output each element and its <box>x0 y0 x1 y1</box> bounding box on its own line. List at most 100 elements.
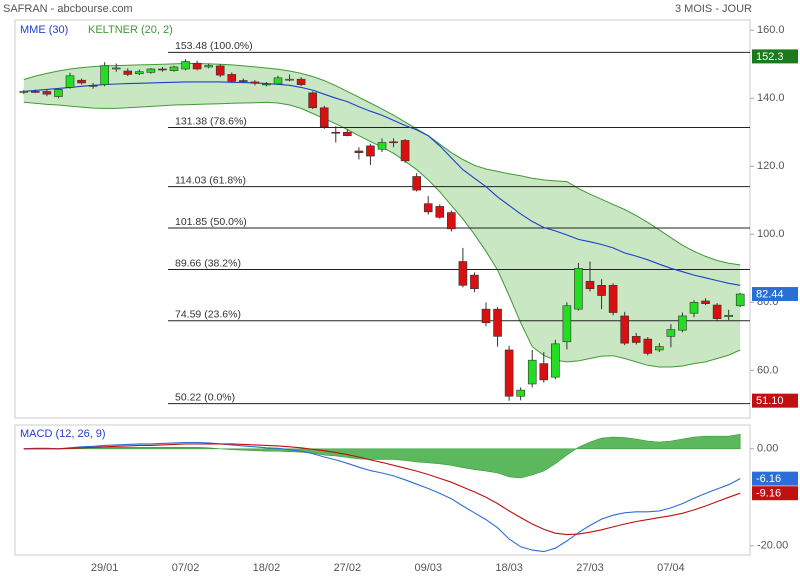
candle-body <box>620 315 629 344</box>
candle-body <box>111 67 121 70</box>
price-tag: 51.10 <box>756 395 784 407</box>
macd-line <box>23 441 741 553</box>
candle-body <box>215 65 225 76</box>
candle-body <box>181 61 190 70</box>
x-tick-label: 09/03 <box>414 562 442 574</box>
candle-body <box>412 176 421 191</box>
macd-title: MACD (12, 26, 9) <box>20 428 106 440</box>
y-tick-label: 100.0 <box>757 228 785 240</box>
candle-body <box>227 74 237 82</box>
candle-body <box>100 65 109 85</box>
candle-body <box>597 285 606 296</box>
candle-body <box>516 389 525 397</box>
candle-body <box>527 359 537 385</box>
candle-body <box>319 107 329 128</box>
price-tag: -6.16 <box>756 473 781 485</box>
x-tick-label: 27/02 <box>334 562 362 574</box>
fib-label: 114.03 (61.8%) <box>175 174 246 186</box>
price-tag-box <box>752 287 798 302</box>
keltner-fill <box>23 63 741 367</box>
chart-subtitle: 3 MOIS - JOUR <box>675 3 752 15</box>
price-tag-box <box>752 393 798 408</box>
candle-body <box>551 343 560 378</box>
price-tag: -9.16 <box>756 488 781 500</box>
candle-body <box>204 65 213 68</box>
candle-body <box>447 212 456 230</box>
y-tick-label: 120.0 <box>757 160 785 172</box>
candle-body <box>135 71 144 75</box>
macd-panel <box>14 424 751 556</box>
x-tick-label: 18/03 <box>495 562 523 574</box>
fib-label: 89.66 (38.2%) <box>175 257 241 269</box>
candle-body <box>666 329 676 337</box>
candle-body <box>19 91 29 93</box>
macd-histogram <box>23 433 741 479</box>
candle-body <box>250 81 260 84</box>
x-tick-label: 18/02 <box>253 562 281 574</box>
candle-body <box>354 150 364 153</box>
candle-body <box>608 285 618 313</box>
fib-label: 50.22 (0.0%) <box>175 391 235 403</box>
candle-body <box>239 80 248 82</box>
mme-line <box>23 81 741 286</box>
candle-body <box>285 78 294 81</box>
candle-body <box>655 346 664 351</box>
macd-line <box>23 443 741 536</box>
x-tick-label: 29/01 <box>91 562 119 574</box>
candle-body <box>192 62 202 70</box>
price-panel <box>14 19 751 419</box>
y-tick-label: 140.0 <box>757 92 785 104</box>
candle-body <box>724 314 733 317</box>
candle-body <box>169 66 179 71</box>
candle-body <box>712 304 722 319</box>
candle-body <box>458 261 468 286</box>
keltner-upper <box>23 63 741 266</box>
candle-body <box>296 78 306 85</box>
y-tick-label: 60.0 <box>757 364 778 376</box>
price-tag-box <box>752 486 798 501</box>
chart-title: SAFRAN - abcbourse.com <box>3 3 133 15</box>
candle-body <box>65 75 75 88</box>
candle-body <box>504 349 514 397</box>
price-tag-box <box>752 49 798 64</box>
candle-body <box>643 338 653 354</box>
candle-body <box>262 83 271 86</box>
legend-keltner: KELTNER (20, 2) <box>88 24 173 36</box>
candle-body <box>539 363 549 381</box>
candle-body <box>273 77 283 85</box>
candle-body <box>435 206 445 218</box>
candle-body <box>42 91 52 95</box>
fib-label: 153.48 (100.0%) <box>175 40 253 52</box>
candle-body <box>343 131 352 136</box>
price-tag-box <box>752 471 798 486</box>
candle-body <box>366 145 375 157</box>
candle-body <box>574 268 583 310</box>
candle-body <box>400 140 410 162</box>
candle-body <box>689 302 699 314</box>
candle-body <box>701 300 710 305</box>
y-tick-label: 160.0 <box>757 24 785 36</box>
candle-body <box>493 308 502 337</box>
candle-body <box>423 203 433 213</box>
candle-body <box>470 274 479 290</box>
candle-body <box>389 141 398 144</box>
candle-body <box>678 315 687 331</box>
candle-body <box>735 293 745 307</box>
x-tick-label: 07/04 <box>657 562 685 574</box>
y-tick-label: 0.00 <box>757 443 778 455</box>
candle-body <box>123 70 133 75</box>
candle-body <box>631 336 641 343</box>
candle-body <box>481 308 491 324</box>
candle-body <box>31 91 40 93</box>
candle-body <box>585 280 595 290</box>
candle-body <box>146 68 156 73</box>
candle-body <box>308 92 317 109</box>
fib-label: 101.85 (50.0%) <box>175 216 247 228</box>
x-tick-label: 27/03 <box>576 562 604 574</box>
candle-body <box>158 68 167 71</box>
price-tag: 152.3 <box>756 51 784 63</box>
candle-body <box>54 89 63 97</box>
candle-body <box>331 131 341 134</box>
price-tag: 82.44 <box>756 288 784 300</box>
